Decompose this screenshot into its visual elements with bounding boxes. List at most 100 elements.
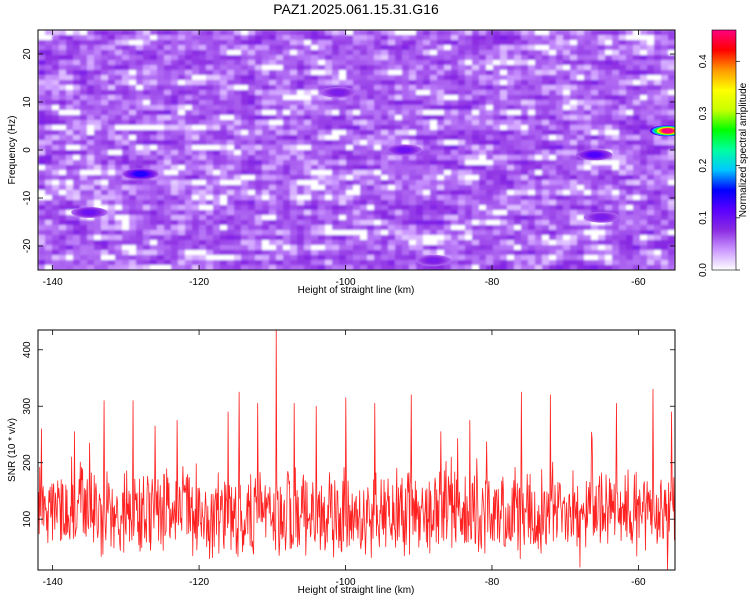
- heatmap-cell: [199, 40, 207, 46]
- heatmap-cell: [633, 125, 641, 131]
- heatmap-cell: [213, 40, 221, 46]
- heatmap-cell: [633, 110, 641, 116]
- heatmap-cell: [598, 55, 606, 61]
- heatmap-cell: [304, 175, 312, 181]
- heatmap-cell: [59, 100, 67, 106]
- heatmap-cell: [388, 190, 396, 196]
- heatmap-cell: [255, 125, 263, 131]
- heatmap-cell: [185, 105, 193, 111]
- heatmap-cell: [416, 140, 424, 146]
- heatmap-cell: [633, 185, 641, 191]
- heatmap-cell: [101, 65, 109, 71]
- heatmap-cell: [556, 235, 564, 241]
- heatmap-cell: [619, 95, 627, 101]
- heatmap-cell: [59, 130, 67, 136]
- heatmap-cell: [514, 170, 522, 176]
- heatmap-cell: [255, 145, 263, 151]
- heatmap-cell: [542, 80, 550, 86]
- heatmap-cell: [290, 265, 298, 270]
- heatmap-cell: [192, 255, 200, 261]
- heatmap-cell: [318, 125, 326, 131]
- heatmap-cell: [311, 80, 319, 86]
- heatmap-cell: [297, 220, 305, 226]
- heatmap-cell: [374, 70, 382, 76]
- heatmap-cell: [584, 70, 592, 76]
- heatmap-cell: [640, 175, 648, 181]
- heatmap-cell: [178, 35, 186, 41]
- heatmap-cell: [297, 35, 305, 41]
- heatmap-cell: [360, 225, 368, 231]
- heatmap-cell: [437, 235, 445, 241]
- heatmap-cell: [647, 240, 655, 246]
- heatmap-cell: [339, 100, 347, 106]
- heatmap-cell: [115, 170, 123, 176]
- heatmap-cell: [430, 165, 438, 171]
- heatmap-cell: [612, 155, 620, 161]
- heatmap-cell: [353, 160, 361, 166]
- heatmap-cell: [66, 155, 74, 161]
- heatmap-cell: [668, 90, 675, 96]
- heatmap-cell: [409, 65, 417, 71]
- heatmap-cell: [136, 240, 144, 246]
- heatmap-cell: [437, 245, 445, 251]
- heatmap-cell: [472, 85, 480, 91]
- heatmap-cell: [269, 145, 277, 151]
- heatmap-cell: [185, 45, 193, 51]
- heatmap-cell: [591, 250, 599, 256]
- heatmap-cell: [395, 60, 403, 66]
- heatmap-cell: [73, 110, 81, 116]
- heatmap-cell: [185, 205, 193, 211]
- heatmap-cell: [430, 215, 438, 221]
- heatmap-cell: [269, 190, 277, 196]
- heatmap-cell: [241, 140, 249, 146]
- heatmap-cell: [437, 135, 445, 141]
- heatmap-cell: [255, 130, 263, 136]
- heatmap-cell: [255, 120, 263, 126]
- heatmap-cell: [437, 150, 445, 156]
- heatmap-cell: [493, 100, 501, 106]
- heatmap-cell: [311, 55, 319, 61]
- heatmap-cell: [206, 235, 214, 241]
- heatmap-cell: [444, 235, 452, 241]
- heatmap-cell: [486, 145, 494, 151]
- heatmap-cell: [668, 230, 675, 236]
- heatmap-cell: [465, 45, 473, 51]
- heatmap-cell: [535, 55, 543, 61]
- heatmap-cell: [192, 170, 200, 176]
- heatmap-cell: [101, 55, 109, 61]
- heatmap-cell: [486, 65, 494, 71]
- heatmap-cell: [353, 105, 361, 111]
- heatmap-cell: [619, 85, 627, 91]
- heatmap-cell: [451, 85, 459, 91]
- heatmap-cell: [157, 90, 165, 96]
- heatmap-cell: [38, 95, 46, 101]
- heatmap-cell: [129, 220, 137, 226]
- heatmap-cell: [661, 190, 669, 196]
- heatmap-cell: [73, 235, 81, 241]
- heatmap-cell: [129, 65, 137, 71]
- heatmap-cell: [136, 230, 144, 236]
- heatmap-cell: [633, 75, 641, 81]
- heatmap-cell: [262, 150, 270, 156]
- heatmap-cell: [640, 35, 648, 41]
- heatmap-cell: [129, 90, 137, 96]
- heatmap-cell: [458, 60, 466, 66]
- heatmap-cell: [101, 160, 109, 166]
- heatmap-cell: [108, 160, 116, 166]
- heatmap-cell: [227, 130, 235, 136]
- heatmap-cell: [598, 135, 606, 141]
- heatmap-cell: [94, 85, 102, 91]
- heatmap-cell: [206, 105, 214, 111]
- heatmap-cell: [290, 105, 298, 111]
- heatmap-cell: [465, 130, 473, 136]
- heatmap-cell: [647, 90, 655, 96]
- heatmap-cell: [598, 30, 606, 36]
- heatmap-cell: [220, 95, 228, 101]
- heatmap-cell: [514, 165, 522, 171]
- heatmap-cell: [598, 65, 606, 71]
- heatmap-cell: [304, 105, 312, 111]
- heatmap-cell: [87, 265, 95, 270]
- heatmap-cell: [339, 160, 347, 166]
- heatmap-cell: [591, 110, 599, 116]
- heatmap-cell: [311, 75, 319, 81]
